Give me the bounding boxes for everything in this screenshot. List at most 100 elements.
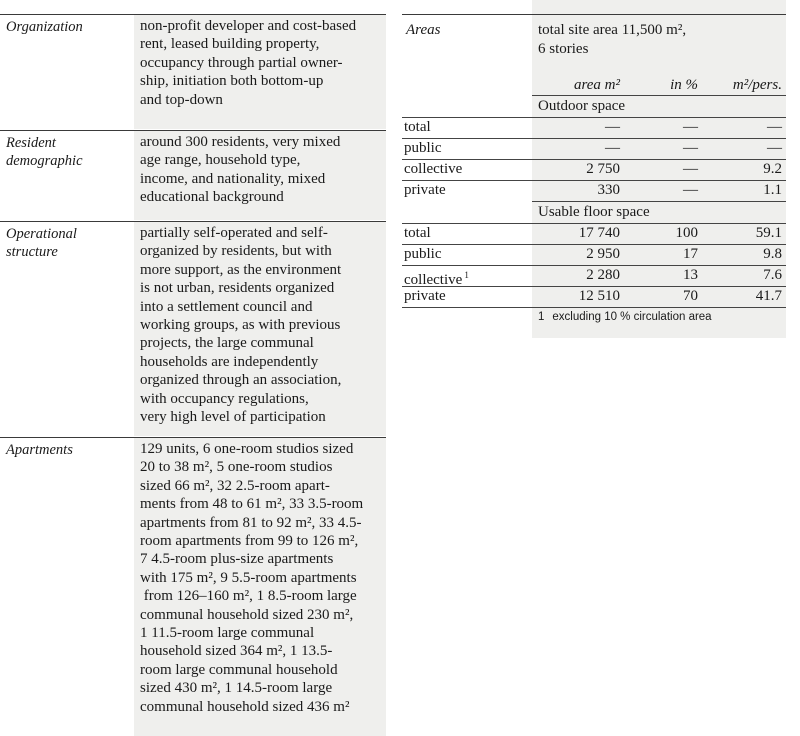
- label-line: Resident: [6, 135, 56, 151]
- section-title-outdoor: Outdoor space: [538, 98, 626, 114]
- row-name: private: [404, 288, 446, 304]
- value-line: partially self-operated and self-: [140, 225, 328, 241]
- section-title-usable-floor: Usable floor space: [538, 204, 650, 220]
- stories-line: 6 stories: [538, 41, 589, 57]
- value-line: communal household sized 436 m²: [140, 698, 350, 715]
- info-row-resident-demographic: Resident demographic around 300 resident…: [0, 130, 386, 220]
- value-line: communal household sized 230 m²,: [140, 606, 354, 623]
- col-header-per-person: m²/pers.: [732, 77, 782, 93]
- value-line: 1 11.5-room large communal: [140, 625, 315, 642]
- row-value: partially self-operated and self- organi…: [134, 222, 386, 436]
- row-value: around 300 residents, very mixed age ran…: [134, 131, 386, 220]
- value-line: sized 430 m², 1 14.5-room large: [140, 680, 333, 697]
- row-name-text: collective: [404, 272, 463, 288]
- footnote-mark: 1: [538, 311, 545, 323]
- footnote-text: excluding 10 % circulation area: [552, 311, 712, 323]
- row-label: Apartments: [6, 441, 73, 459]
- value-line: organized by residents, but with: [140, 243, 332, 260]
- row-label: Organization: [6, 18, 83, 36]
- value-line: 129 units, 6 one-room studios sized: [140, 441, 354, 457]
- value-line: income, and nationality, mixed: [140, 170, 326, 187]
- cell-per-person: 41.7: [755, 288, 782, 304]
- row-divider: [402, 159, 786, 160]
- value-line: very high level of participation: [140, 409, 326, 426]
- row-divider: [532, 201, 786, 202]
- cell-area: 330: [597, 182, 621, 198]
- label-line: structure: [6, 244, 58, 261]
- cell-per-person: 7.6: [763, 267, 782, 283]
- value-line: ments from 48 to 61 m², 33 3.5-room: [140, 496, 364, 513]
- footnote-ref: 1: [464, 270, 469, 280]
- row-divider: [402, 138, 786, 139]
- section-divider: [402, 223, 786, 224]
- cell-area: —: [605, 140, 620, 156]
- value-line: apartments from 81 to 92 m², 33 4.5-: [140, 514, 362, 531]
- cell-area: —: [605, 119, 620, 135]
- row-name: total: [404, 119, 431, 135]
- value-line: age range, household type,: [140, 152, 301, 169]
- row-name: total: [404, 225, 431, 241]
- footnote: 1 excluding 10 % circulation area: [538, 311, 712, 323]
- cell-percent: 17: [683, 246, 698, 262]
- value-line: educational background: [140, 189, 284, 206]
- row-name: collective 1: [404, 266, 469, 289]
- cell-per-person: 59.1: [755, 225, 782, 241]
- top-divider: [402, 14, 786, 15]
- cell-per-person: —: [767, 140, 782, 156]
- value-line: working groups, as with previous: [140, 317, 341, 334]
- info-row-operational-structure: Operational structure partially self-ope…: [0, 221, 386, 436]
- value-line: projects, the large communal: [140, 335, 314, 352]
- cell-area: 17 740: [578, 225, 620, 241]
- value-line: into a settlement council and: [140, 298, 313, 315]
- value-line: household sized 364 m², 1 13.5-: [140, 643, 333, 660]
- value-line: more support, as the environment: [140, 261, 342, 278]
- value-line: ship, initiation both bottom-up: [140, 73, 324, 90]
- value-line: 20 to 38 m², 5 one-room studios: [140, 459, 333, 476]
- header-divider: [532, 95, 786, 96]
- label-line: Operational: [6, 226, 77, 242]
- value-line: non-profit developer and cost-based: [140, 18, 357, 34]
- value-line: from 126–160 m², 1 8.5-room large: [140, 588, 357, 605]
- cell-percent: —: [683, 119, 698, 135]
- row-divider: [402, 180, 786, 181]
- row-label: Resident demographic: [6, 134, 83, 171]
- cell-area: 2 950: [586, 246, 620, 262]
- value-line: is not urban, residents organized: [140, 280, 335, 297]
- areas-table-shading: [532, 0, 786, 338]
- row-value: 129 units, 6 one-room studios sized 20 t…: [134, 438, 386, 736]
- cell-per-person: 9.8: [763, 246, 782, 262]
- cell-area: 2 750: [586, 161, 620, 177]
- row-name: public: [404, 246, 442, 262]
- row-divider: [402, 265, 786, 266]
- value-line: and top-down: [140, 91, 223, 108]
- value-line: sized 66 m², 32 2.5-room apart-: [140, 477, 330, 494]
- cell-area: 2 280: [586, 267, 620, 283]
- site-area-line: total site area 11,500 m²,: [538, 22, 687, 38]
- cell-per-person: 1.1: [763, 182, 782, 198]
- cell-percent: 13: [683, 267, 698, 283]
- value-line: with occupancy regulations,: [140, 390, 309, 407]
- row-name: collective: [404, 161, 463, 177]
- value-line: with 175 m², 9 5.5-room apartments: [140, 569, 357, 586]
- value-line: around 300 residents, very mixed: [140, 134, 341, 150]
- value-line: rent, leased building property,: [140, 36, 320, 53]
- info-row-organization: Organization non-profit developer and co…: [0, 14, 386, 129]
- row-label: Operational structure: [6, 225, 77, 262]
- row-divider: [402, 286, 786, 287]
- cell-percent: 70: [683, 288, 698, 304]
- value-line: households are independently: [140, 353, 319, 370]
- label-line: Apartments: [6, 442, 73, 458]
- cell-percent: —: [683, 140, 698, 156]
- row-name: public: [404, 140, 442, 156]
- col-header-area: area m²: [573, 77, 620, 93]
- cell-percent: —: [683, 182, 698, 198]
- value-line: 7 4.5-room plus-size apartments: [140, 551, 334, 568]
- row-value: non-profit developer and cost-based rent…: [134, 15, 386, 129]
- section-divider: [402, 117, 786, 118]
- cell-percent: —: [683, 161, 698, 177]
- value-line: room large communal household: [140, 661, 338, 678]
- cell-per-person: 9.2: [763, 161, 782, 177]
- areas-label: Areas: [406, 22, 441, 38]
- value-line: room apartments from 99 to 126 m²,: [140, 533, 359, 550]
- info-row-apartments: Apartments 129 units, 6 one-room studios…: [0, 437, 386, 736]
